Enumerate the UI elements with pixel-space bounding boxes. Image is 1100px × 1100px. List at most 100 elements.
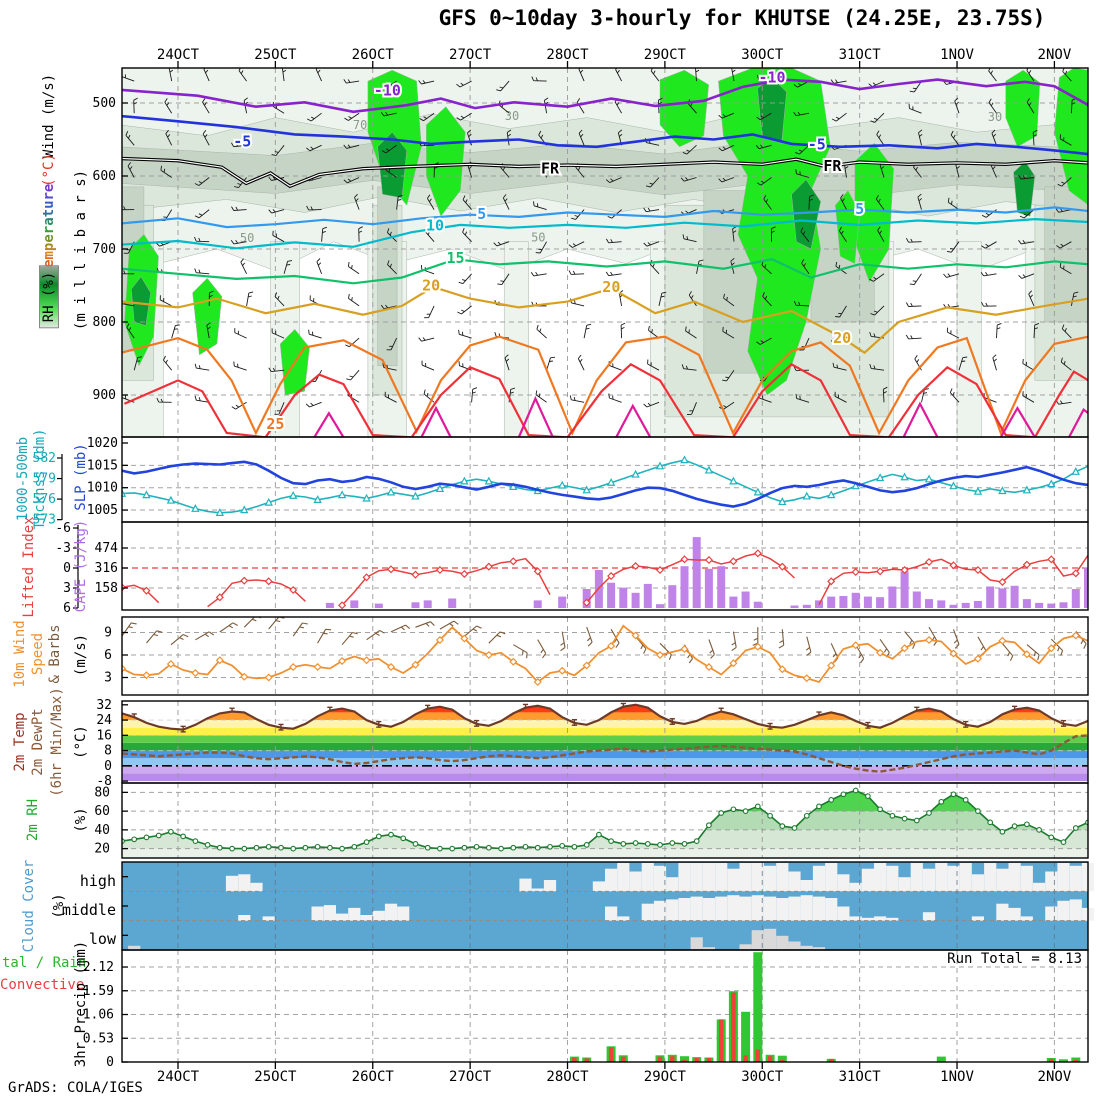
p8-precip-axis-label: 3hr Precip (mm) (73, 940, 89, 1068)
p1-degc-axis-label: (°C) (41, 153, 57, 187)
svg-text:29OCT: 29OCT (644, 47, 687, 63)
svg-text:0: 0 (106, 1055, 114, 1070)
svg-text:32: 32 (96, 698, 112, 713)
p1-millibars-axis-label: (m i l l i b a r s) (73, 169, 89, 331)
p6-rh-label: 2m RH (25, 798, 41, 842)
p4-barbs-label: & Barbs (47, 624, 63, 684)
svg-text:16: 16 (96, 728, 112, 743)
svg-text:474: 474 (95, 541, 119, 556)
svg-text:28OCT: 28OCT (546, 1069, 589, 1085)
svg-text:2.12: 2.12 (83, 960, 114, 975)
svg-text:50: 50 (531, 230, 545, 244)
p8-total-rain-label: tal / Rain (2, 955, 87, 971)
svg-text:-5: -5 (233, 133, 251, 151)
p1-rh-axis-label: RH (%) (39, 265, 59, 329)
svg-text:26OCT: 26OCT (352, 47, 395, 63)
p5-unit-label: (°C) (73, 725, 89, 759)
svg-text:FR: FR (823, 157, 842, 175)
svg-text:3: 3 (104, 671, 112, 686)
svg-text:576: 576 (33, 492, 56, 507)
p4-unit-label: (m/s) (73, 633, 89, 677)
svg-text:27OCT: 27OCT (449, 47, 492, 63)
svg-text:3: 3 (63, 581, 71, 596)
svg-text:6: 6 (104, 648, 112, 663)
svg-text:573: 573 (33, 513, 56, 528)
svg-text:31OCT: 31OCT (839, 47, 882, 63)
svg-text:24: 24 (96, 713, 112, 728)
svg-text:40: 40 (94, 823, 110, 838)
svg-text:6: 6 (63, 601, 71, 616)
svg-text:20: 20 (422, 277, 440, 295)
svg-text:-5: -5 (808, 136, 826, 154)
svg-text:700: 700 (93, 242, 116, 257)
svg-text:900: 900 (93, 388, 116, 403)
svg-text:316: 316 (95, 561, 118, 576)
svg-text:80: 80 (94, 785, 110, 800)
svg-text:27OCT: 27OCT (449, 1069, 492, 1085)
svg-text:28OCT: 28OCT (546, 47, 589, 63)
svg-text:FR: FR (541, 160, 560, 178)
svg-text:9: 9 (104, 626, 112, 641)
svg-text:1010: 1010 (87, 481, 118, 496)
p1-wind-axis-label: Wind (m/s) (41, 73, 57, 159)
svg-text:29OCT: 29OCT (644, 1069, 687, 1085)
svg-text:800: 800 (93, 315, 116, 330)
svg-text:30OCT: 30OCT (741, 47, 784, 63)
svg-text:Run Total = 8.13: Run Total = 8.13 (947, 951, 1082, 967)
svg-text:24OCT: 24OCT (157, 1069, 200, 1085)
svg-text:25: 25 (266, 415, 284, 433)
svg-text:1015: 1015 (87, 458, 118, 473)
p2-slp-axis-label: SLP (mb) (73, 443, 89, 511)
svg-text:8: 8 (104, 744, 112, 759)
p4-wind-label-2: Speed (30, 632, 46, 676)
svg-text:-3: -3 (55, 541, 71, 556)
svg-text:10: 10 (426, 217, 444, 235)
svg-text:-8: -8 (96, 774, 112, 789)
svg-text:-10: -10 (374, 82, 401, 100)
svg-text:1.06: 1.06 (83, 1008, 114, 1023)
cloud-row-high: high (79, 872, 116, 890)
svg-text:579: 579 (33, 472, 56, 487)
p5-dewpt-label: 2m DewPt (30, 708, 46, 776)
grads-footer: GrADS: COLA/IGES (8, 1080, 143, 1096)
svg-text:0.53: 0.53 (83, 1031, 114, 1046)
svg-text:50: 50 (240, 231, 254, 245)
svg-text:15: 15 (446, 249, 464, 267)
svg-text:20: 20 (94, 842, 110, 857)
svg-text:600: 600 (93, 169, 116, 184)
svg-text:30OCT: 30OCT (741, 1069, 784, 1085)
p4-wind-label-1: 10m Wind (12, 620, 28, 688)
svg-text:1005: 1005 (87, 503, 118, 518)
cloud-row-low: low (88, 930, 116, 948)
svg-text:5: 5 (477, 205, 486, 223)
page-title: GFS 0~10day 3-hourly for KHUTSE (24.25E,… (438, 6, 1046, 30)
svg-text:20: 20 (833, 329, 851, 347)
svg-text:582: 582 (33, 451, 56, 466)
svg-text:1NOV: 1NOV (940, 1069, 974, 1085)
p2-thickness-label-2: Thcknss (dm) (32, 428, 48, 530)
p7-cloud-cover-label: Cloud Cover (21, 859, 37, 953)
svg-text:2NOV: 2NOV (1038, 47, 1072, 63)
svg-text:0: 0 (63, 561, 71, 576)
p3-cape-axis-label: CAPE (J/kg) (73, 519, 89, 613)
svg-text:5: 5 (855, 200, 864, 218)
svg-text:1020: 1020 (87, 436, 118, 451)
svg-text:31OCT: 31OCT (839, 1069, 882, 1085)
p5-minmax-label: (6hr Min/Max) (49, 687, 65, 797)
svg-text:158: 158 (95, 581, 118, 596)
svg-text:30: 30 (988, 110, 1002, 124)
svg-text:60: 60 (94, 804, 110, 819)
p6-unit-label: (%) (73, 807, 89, 833)
p8-convective-label: Convective (0, 977, 85, 993)
p1-temperature-axis-label: Temperature (41, 183, 57, 277)
svg-text:1NOV: 1NOV (940, 47, 974, 63)
svg-text:-6: -6 (55, 521, 71, 536)
svg-text:1.59: 1.59 (83, 984, 114, 999)
p3-lifted-index-axis-label: Lifted Index (21, 516, 37, 618)
svg-text:500: 500 (93, 96, 116, 111)
svg-text:20: 20 (602, 278, 620, 296)
svg-text:25OCT: 25OCT (254, 47, 297, 63)
svg-text:2NOV: 2NOV (1038, 1069, 1072, 1085)
